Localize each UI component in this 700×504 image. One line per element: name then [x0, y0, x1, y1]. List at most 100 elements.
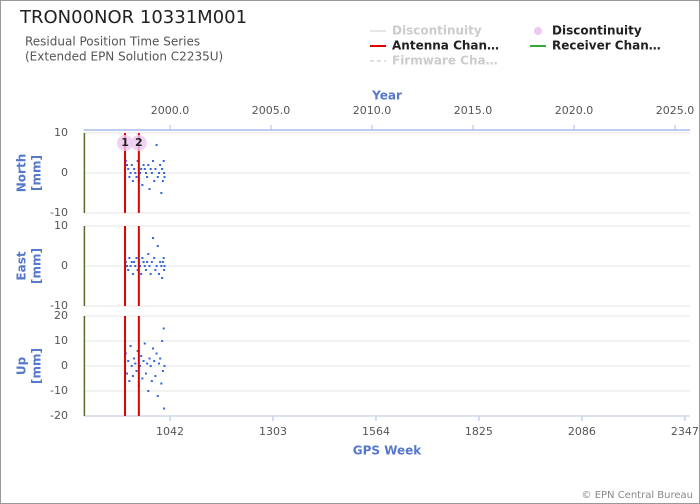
y-tick-label: -10: [50, 206, 68, 219]
data-point: [148, 188, 151, 190]
data-point: [161, 340, 164, 342]
data-point: [127, 269, 130, 271]
data-point: [159, 164, 162, 166]
y-axis-unit: [mm]: [30, 348, 44, 384]
data-point: [131, 180, 134, 182]
data-point: [133, 357, 136, 360]
data-point: [161, 370, 164, 372]
data-point: [162, 327, 165, 330]
data-point: [163, 407, 166, 410]
data-point: [126, 164, 129, 166]
y-tick-label: 10: [54, 334, 68, 347]
data-point: [143, 342, 146, 345]
data-point: [146, 362, 149, 365]
data-point: [129, 345, 132, 347]
data-point: [153, 180, 156, 182]
legend-label: Receiver Chan…: [552, 39, 661, 53]
data-point: [127, 168, 130, 170]
data-point: [135, 257, 138, 259]
data-point: [160, 382, 163, 385]
y-axis-label: North: [15, 154, 29, 192]
data-point: [134, 265, 137, 267]
data-point: [136, 269, 139, 271]
data-point: [133, 261, 136, 263]
data-point: [139, 265, 142, 267]
y-tick-label: 0: [61, 359, 68, 372]
y-tick-label: -10: [50, 384, 68, 397]
legend-label: Antenna Chan…: [392, 39, 499, 53]
data-point: [134, 362, 137, 365]
data-point: [161, 168, 164, 170]
data-point: [156, 395, 159, 397]
data-point: [156, 245, 159, 247]
data-point: [155, 265, 158, 267]
data-point: [131, 273, 134, 275]
data-point: [140, 168, 143, 170]
x-tick-label: 1564: [362, 425, 390, 438]
discontinuity-marker: [117, 135, 134, 151]
x-tick-label: 2347: [671, 425, 699, 438]
legend-label: Discontinuity: [392, 24, 482, 38]
data-point: [160, 265, 163, 267]
y-tick-label: 0: [61, 259, 68, 272]
data-point: [157, 362, 160, 365]
data-point: [128, 380, 131, 382]
data-point: [150, 261, 153, 263]
data-point: [149, 168, 152, 170]
x2-tick-label: 2025.0: [656, 104, 695, 117]
x2-tick-label: 2005.0: [252, 104, 291, 117]
y-axis-label: East: [15, 251, 29, 280]
y-axis-label: Up: [15, 356, 29, 375]
data-point: [128, 257, 131, 259]
data-point: [142, 164, 145, 166]
footer: © EPN Central Bureau: [582, 490, 693, 501]
antenna-change-label: 1: [121, 136, 129, 149]
data-point: [162, 257, 165, 259]
data-point: [142, 360, 145, 362]
data-point: [147, 390, 150, 392]
data-point: [131, 375, 134, 377]
data-point: [163, 269, 166, 271]
x-axis-label: GPS Week: [353, 444, 423, 458]
data-point: [147, 164, 150, 166]
data-point: [141, 377, 144, 380]
data-point: [156, 176, 159, 178]
y-tick-label: -20: [50, 409, 68, 422]
data-point: [152, 237, 155, 239]
data-point: [150, 172, 153, 174]
data-point: [146, 176, 149, 178]
y-tick-label: 0: [61, 166, 68, 179]
data-point: [157, 273, 160, 275]
data-point: [144, 269, 147, 271]
data-point: [155, 144, 158, 146]
data-point: [136, 350, 139, 352]
x-tick-label: 1042: [156, 425, 184, 438]
data-point: [159, 357, 162, 360]
data-point: [130, 365, 133, 367]
y-tick-label: -10: [50, 299, 68, 312]
data-point: [144, 372, 147, 375]
data-point: [133, 168, 136, 170]
data-point: [152, 347, 155, 350]
data-point: [153, 360, 156, 362]
data-point: [142, 261, 145, 263]
y-tick-label: 10: [54, 219, 68, 232]
data-point: [159, 261, 162, 263]
data-point: [163, 172, 166, 174]
data-point: [146, 261, 149, 263]
data-point: [135, 370, 138, 372]
data-point: [140, 355, 143, 357]
legend-marker: [534, 27, 542, 35]
x2-tick-label: 2000.0: [151, 104, 190, 117]
data-point: [160, 192, 163, 194]
data-point: [129, 265, 132, 267]
x2-tick-label: 2020.0: [555, 104, 594, 117]
x2-tick-label: 2015.0: [454, 104, 493, 117]
y-tick-label: 20: [54, 309, 68, 322]
data-point: [143, 168, 146, 170]
data-point: [139, 365, 142, 367]
y-tick-label: 10: [54, 126, 68, 139]
data-point: [139, 172, 142, 174]
data-point: [147, 253, 150, 255]
data-point: [149, 365, 152, 367]
